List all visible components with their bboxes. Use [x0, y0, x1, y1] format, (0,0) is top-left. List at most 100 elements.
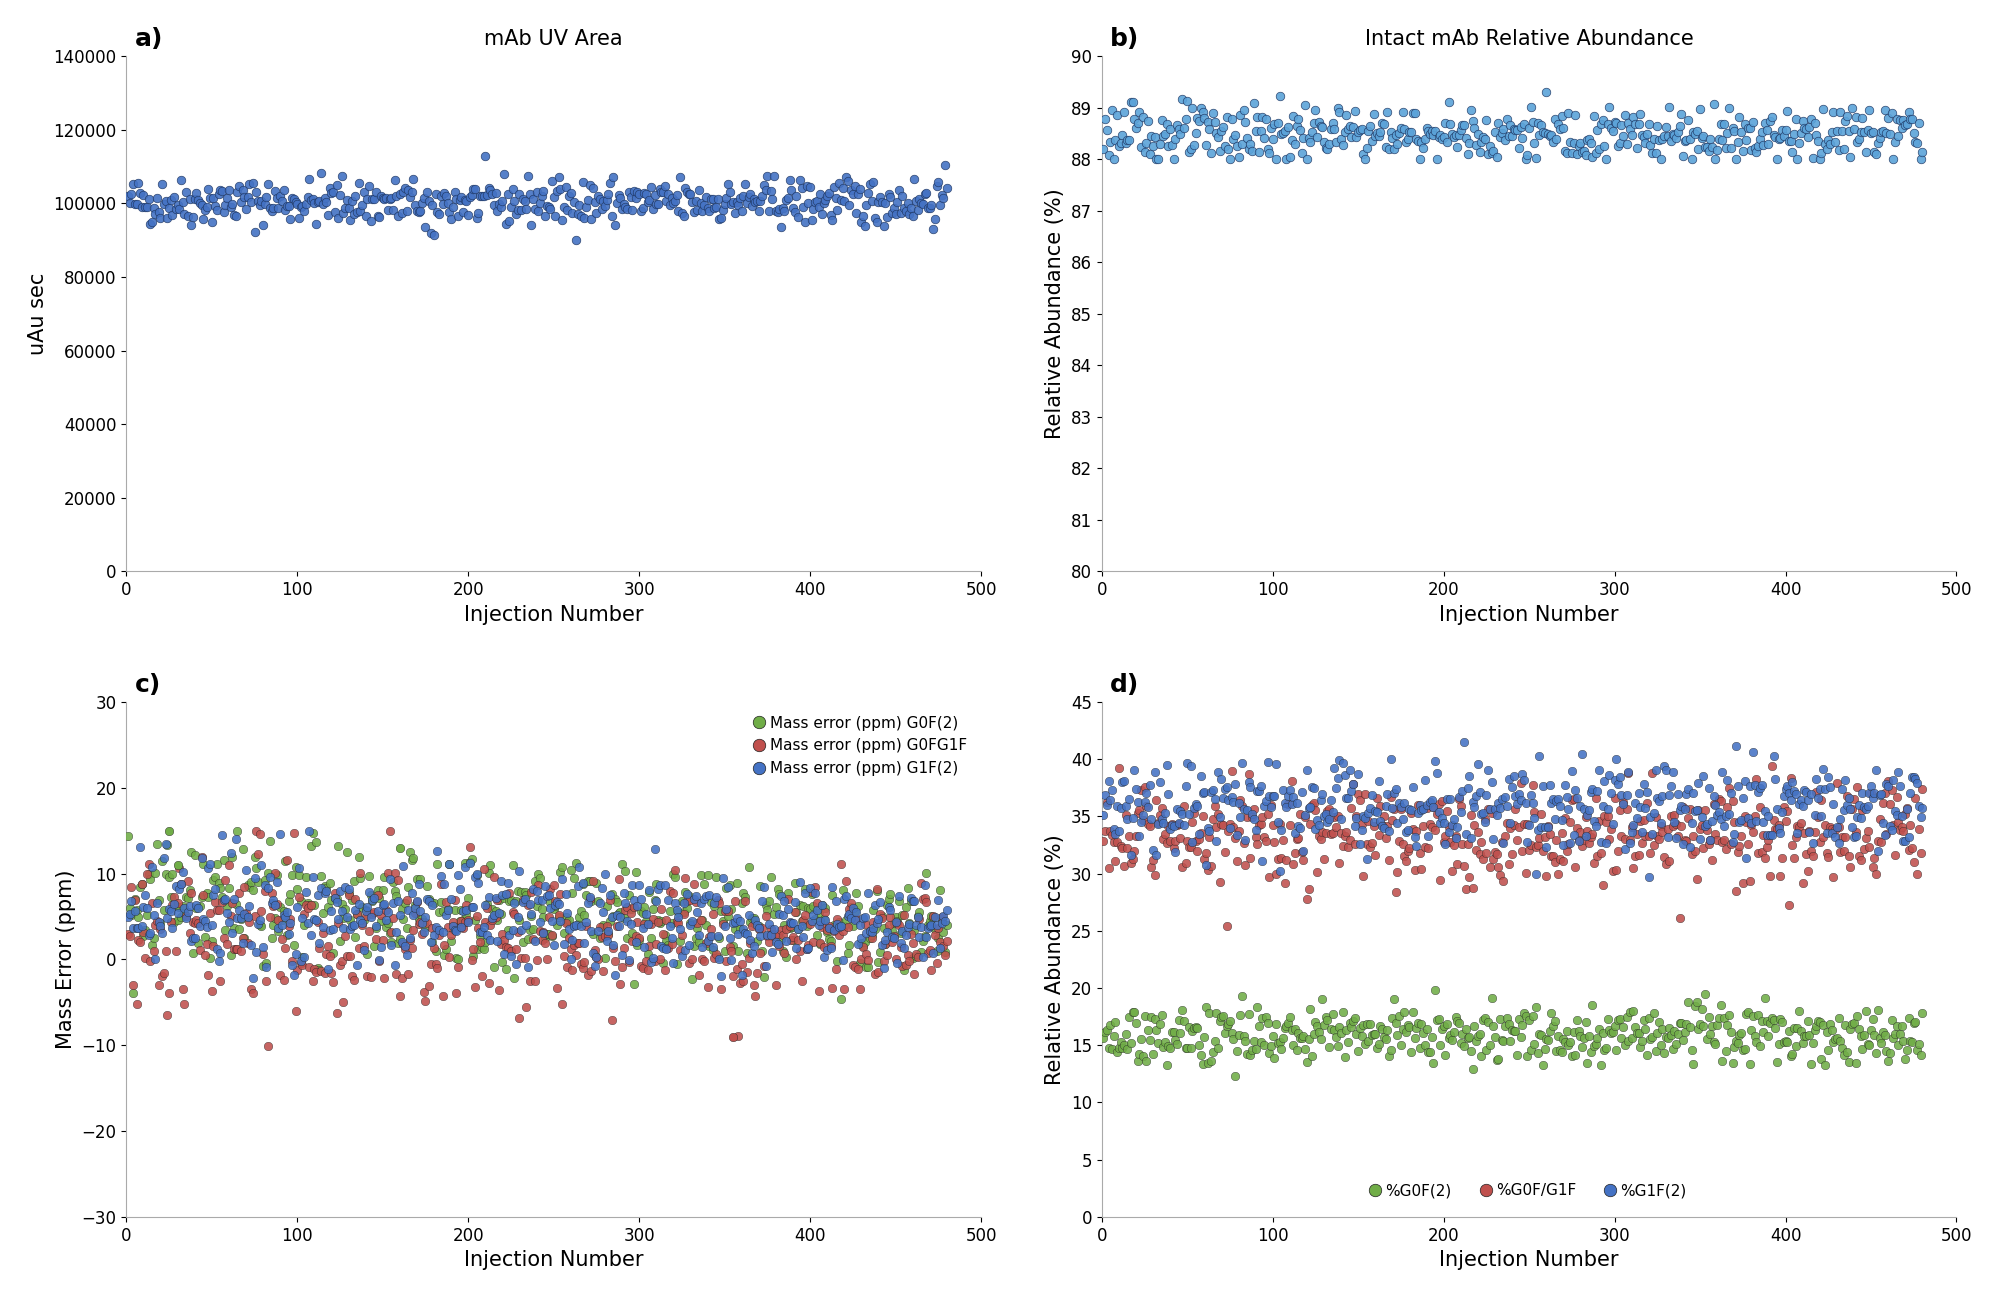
Point	[776, 929, 808, 950]
Point	[672, 887, 704, 907]
Point	[132, 854, 164, 875]
Point	[1818, 867, 1850, 888]
Point	[194, 903, 226, 924]
Point	[198, 187, 230, 208]
Point	[1680, 870, 1712, 890]
Point	[1672, 779, 1704, 800]
Point	[390, 918, 422, 938]
Point	[872, 897, 904, 918]
Point	[600, 892, 632, 912]
Point	[1750, 837, 1782, 858]
Point	[1704, 996, 1736, 1016]
Point	[1554, 832, 1586, 853]
Point	[492, 183, 524, 204]
Point	[452, 205, 484, 226]
Point	[1184, 1035, 1216, 1055]
Point	[1632, 1007, 1664, 1028]
Point	[1884, 1023, 1916, 1044]
Point	[1866, 813, 1898, 833]
Point	[874, 187, 906, 208]
Point	[444, 910, 476, 931]
Point	[1894, 815, 1926, 836]
Point	[1670, 783, 1702, 803]
Point	[1904, 842, 1936, 863]
Point	[1844, 807, 1876, 828]
Point	[252, 1036, 284, 1057]
Point	[1832, 794, 1864, 815]
Point	[300, 214, 332, 235]
Point	[550, 907, 582, 928]
Point	[1474, 857, 1506, 877]
Point	[440, 948, 472, 968]
Point	[864, 187, 896, 208]
Point	[1830, 110, 1862, 131]
Point	[270, 937, 302, 958]
Point	[1280, 116, 1312, 136]
Point	[488, 944, 520, 964]
Point	[1898, 766, 1930, 787]
Point	[1338, 1007, 1370, 1028]
Point	[508, 191, 540, 212]
Point	[618, 180, 650, 201]
Point	[114, 925, 146, 946]
Point	[918, 907, 950, 928]
Point	[1096, 779, 1128, 800]
Point	[1814, 776, 1846, 797]
Point	[464, 922, 496, 942]
Point	[168, 902, 200, 923]
Point	[1278, 1019, 1310, 1040]
Point	[698, 896, 730, 916]
Point	[1112, 837, 1144, 858]
Point	[180, 894, 212, 915]
Point	[1596, 783, 1628, 803]
Point	[1892, 840, 1924, 861]
Point	[448, 853, 480, 874]
Point	[408, 911, 440, 932]
Point	[1224, 105, 1256, 126]
Point	[278, 935, 310, 955]
Point	[1244, 776, 1276, 797]
Point	[458, 897, 490, 918]
Point	[1460, 840, 1492, 861]
Point	[1608, 1035, 1640, 1055]
Point	[1104, 1032, 1136, 1053]
Point	[164, 897, 196, 918]
Point	[1702, 1007, 1734, 1028]
Point	[812, 940, 844, 961]
Point	[1802, 1010, 1834, 1031]
Point	[1588, 806, 1620, 827]
Point	[1268, 121, 1300, 141]
Point	[366, 936, 398, 957]
Point	[1502, 1044, 1534, 1064]
Point	[584, 893, 616, 914]
Point	[174, 188, 206, 209]
Point	[730, 192, 762, 213]
Point	[1520, 837, 1552, 858]
Point	[722, 1025, 754, 1046]
Point	[412, 889, 444, 910]
Point	[260, 864, 292, 885]
Point	[918, 918, 950, 938]
Point	[272, 915, 304, 936]
Point	[1186, 806, 1218, 827]
Point	[794, 898, 826, 919]
Point	[210, 870, 242, 890]
Point	[542, 892, 574, 912]
Point	[806, 894, 838, 915]
Point	[566, 874, 598, 894]
Point	[1812, 766, 1844, 787]
Point	[1374, 749, 1406, 770]
Point	[1244, 141, 1276, 162]
Point	[1142, 149, 1174, 170]
Point	[386, 202, 418, 223]
Point	[670, 940, 702, 961]
Point	[854, 920, 886, 941]
Point	[860, 894, 892, 915]
Point	[1290, 1038, 1322, 1059]
Point	[244, 823, 276, 844]
Point	[170, 907, 202, 928]
Point	[166, 896, 198, 916]
Point	[882, 887, 914, 907]
Point	[240, 941, 272, 962]
Point	[1816, 1019, 1848, 1040]
